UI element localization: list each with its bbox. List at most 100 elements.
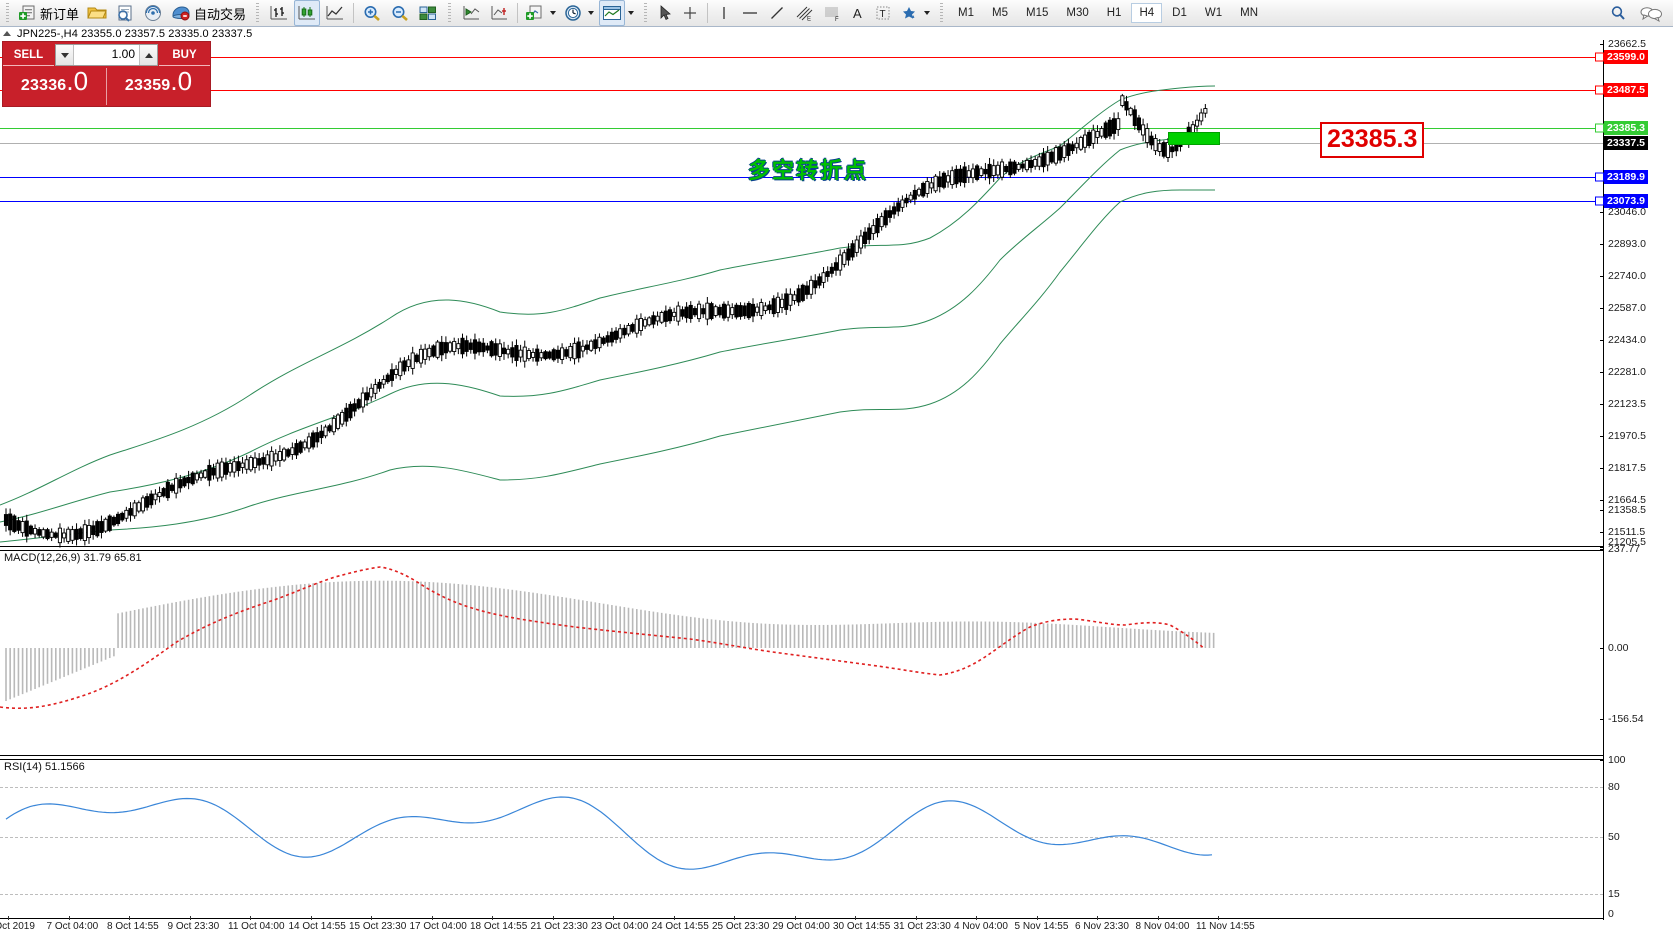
timeframe-m5[interactable]: M5 [992, 7, 1008, 19]
new-order-button[interactable]: 新订单 [16, 1, 82, 25]
price-axis-label-13: 22123.5 [1608, 398, 1646, 410]
equidistant-channel-button[interactable]: E [791, 1, 817, 25]
timeframe-clock-button[interactable] [561, 1, 585, 25]
time-axis-label: 15 Oct 23:30 [349, 921, 407, 932]
price-axis-label-9: 22740.0 [1608, 270, 1646, 282]
level-marker-23599[interactable] [1595, 52, 1604, 62]
level-marker-23189[interactable] [1595, 172, 1604, 182]
text-icon: A [853, 6, 862, 21]
autotrading-button[interactable]: 自动交易 [168, 1, 249, 25]
connection-button[interactable] [140, 1, 166, 25]
chat-icon[interactable] [1639, 4, 1663, 22]
macd-series-svg [0, 566, 1215, 710]
print-preview-button[interactable] [112, 1, 138, 25]
svg-text:F: F [835, 17, 839, 22]
line-chart-icon [326, 6, 344, 20]
timeframe-d1[interactable]: D1 [1172, 7, 1187, 19]
price-tag-23073[interactable]: 23073.9 [1604, 194, 1648, 208]
bar-chart-button[interactable] [266, 1, 292, 25]
zoom-out-button[interactable] [387, 1, 413, 25]
timeframe-h4[interactable]: H4 [1131, 3, 1163, 23]
chart-annotation-text[interactable]: 多空转折点 [748, 158, 869, 183]
crosshair-icon [684, 7, 697, 19]
level-line-23487[interactable] [0, 90, 1603, 91]
timeframe-mn[interactable]: MN [1240, 7, 1258, 19]
chart-canvas[interactable]: 23662.5 23599.0 23487.5 23385.3 23337.5 … [0, 38, 1673, 949]
crosshair-tool-button[interactable] [678, 1, 702, 25]
cursor-tool-button[interactable] [654, 1, 676, 25]
toolbar-grip[interactable] [4, 3, 11, 23]
vertical-line-tool-button[interactable] [713, 1, 735, 25]
level-line-last-price [0, 143, 1603, 144]
level-marker-23073[interactable] [1595, 196, 1604, 206]
macd-panel-top-border [0, 546, 1603, 547]
price-tag-23487[interactable]: 23487.5 [1604, 83, 1648, 97]
buy-price[interactable]: 23359 .0 [107, 68, 210, 105]
templates-button[interactable] [599, 0, 626, 26]
level-line-23189[interactable] [0, 177, 1603, 178]
time-axis-label: 21 Oct 23:30 [530, 921, 588, 932]
shapes-tool-button[interactable] [897, 1, 921, 25]
timeframe-m1[interactable]: M1 [958, 7, 975, 19]
timeframe-w1[interactable]: W1 [1204, 7, 1223, 19]
zoom-in-icon [364, 6, 380, 21]
price-tag-23189[interactable]: 23189.9 [1604, 170, 1648, 184]
sell-button[interactable]: SELL [3, 45, 54, 66]
folder-button[interactable] [84, 1, 110, 25]
autotrading-icon [172, 6, 190, 21]
buy-button[interactable]: BUY [159, 45, 210, 66]
time-axis-label: 6 Nov 23:30 [1075, 921, 1129, 932]
timeframe-h1[interactable]: H1 [1106, 7, 1122, 19]
line-chart-button[interactable] [322, 1, 348, 25]
volume-input[interactable]: 1.00 [111, 47, 135, 61]
rsi-indicator-label[interactable]: RSI(14) 51.1566 [4, 761, 85, 773]
toolbar-grip-2[interactable] [254, 3, 262, 23]
auto-scroll-button[interactable] [486, 1, 512, 25]
price-tag-23385[interactable]: 23385.3 [1604, 121, 1648, 135]
price-tick [1600, 510, 1604, 511]
chevron-down-icon-2[interactable] [588, 11, 595, 15]
new-order-label: 新订单 [40, 6, 80, 22]
text-label-tool-button[interactable]: T [871, 1, 895, 25]
price-tag-23599[interactable]: 23599.0 [1604, 50, 1648, 64]
macd-indicator-label[interactable]: MACD(12,26,9) 31.79 65.81 [4, 552, 142, 564]
chevron-down-icon-4[interactable] [924, 11, 931, 15]
trendline-tool-button[interactable] [765, 1, 789, 25]
zoom-in-button[interactable] [359, 1, 385, 25]
chevron-down-icon-3[interactable] [628, 11, 635, 15]
price-tick [1600, 44, 1604, 45]
add-chart-button[interactable] [523, 1, 547, 25]
level-line-23385[interactable] [0, 128, 1603, 129]
text-tool-button[interactable]: A [847, 1, 869, 25]
time-axis-label: 17 Oct 04:00 [409, 921, 467, 932]
toolbar-grip-3[interactable] [446, 3, 454, 23]
collapse-triangle-icon[interactable] [3, 31, 11, 36]
one-click-trading-panel[interactable]: SELL 1.00 BUY 23336 .0 23359 .0 [2, 41, 211, 107]
volume-increase-button[interactable] [139, 45, 157, 65]
timeframe-m30[interactable]: M30 [1066, 7, 1089, 19]
toolbar-grip-4[interactable] [642, 3, 650, 23]
time-tick [976, 916, 977, 920]
timeframe-m15[interactable]: M15 [1026, 7, 1049, 19]
rsi-axis-label-100: 100 [1608, 754, 1626, 766]
shift-end-button[interactable] [458, 1, 484, 25]
rsi-panel-bottom-border [0, 918, 1603, 919]
level-marker-23385[interactable] [1595, 123, 1604, 133]
toolbar-grip-5[interactable] [938, 3, 946, 23]
open-position-bar[interactable] [1168, 132, 1220, 145]
sell-price[interactable]: 23336 .0 [3, 68, 106, 105]
time-axis-label: 25 Oct 23:30 [712, 921, 770, 932]
level-line-23073b[interactable] [0, 201, 1603, 202]
volume-stepper[interactable]: 1.00 [55, 44, 158, 66]
chevron-down-icon-1[interactable] [550, 11, 557, 15]
fibonacci-tool-button[interactable]: F [819, 1, 845, 25]
tile-windows-button[interactable] [415, 1, 441, 25]
volume-decrease-button[interactable] [56, 45, 74, 65]
candlestick-chart-button[interactable] [294, 0, 321, 26]
horizontal-line-tool-button[interactable] [737, 1, 763, 25]
big-price-label[interactable]: 23385.3 [1320, 122, 1425, 158]
level-line-23599[interactable] [0, 57, 1603, 58]
level-marker-23487[interactable] [1595, 85, 1604, 95]
search-icon[interactable] [1609, 4, 1627, 22]
time-axis-label: 11 Oct 04:00 [228, 921, 285, 932]
